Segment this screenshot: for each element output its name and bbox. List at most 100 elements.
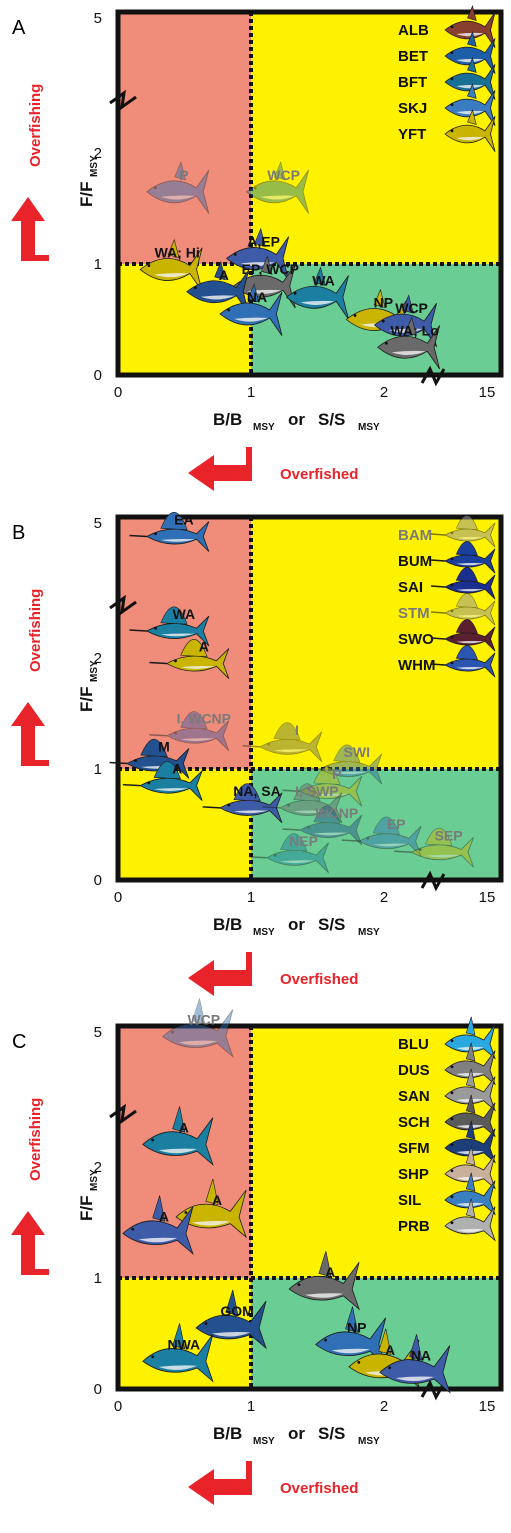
data-point-body — [379, 1345, 451, 1394]
y-axis-subscript: MSY — [89, 660, 100, 682]
legend-glyph-blu-eye — [450, 1039, 454, 1043]
data-point-bill — [122, 783, 141, 787]
data-point — [282, 766, 363, 807]
y-axis-label: F/F — [77, 1196, 96, 1222]
data-point-bill — [249, 856, 267, 859]
legend-glyph-bft-eye — [450, 77, 454, 81]
data-point-bill — [282, 828, 300, 831]
legend-glyph-sfm-eye — [450, 1143, 454, 1147]
point-label: NP — [374, 295, 393, 311]
overfished-text: Overfished — [280, 1480, 358, 1497]
data-point-dorsal — [225, 1289, 239, 1317]
data-point — [202, 783, 283, 824]
data-point — [162, 998, 234, 1058]
point-label: P — [332, 766, 341, 782]
point-label: A — [219, 267, 229, 283]
overfishing-label: Overfishing — [27, 1098, 44, 1181]
legend-code: SFM — [398, 1140, 430, 1157]
data-point-eye — [204, 1322, 208, 1325]
legend-glyph-dus — [444, 1042, 496, 1086]
point-label: WCNP — [315, 805, 358, 821]
data-point-eye — [297, 1283, 301, 1287]
data-point-eye — [174, 659, 177, 663]
y-axis-subscript: MSY — [89, 155, 100, 177]
point-label: WA; Lo — [391, 322, 439, 338]
point-label: WCP — [395, 300, 428, 316]
legend-glyph-sai — [430, 567, 496, 600]
y-tick-label: 5 — [94, 1024, 102, 1041]
legend-glyph-sai-belly — [456, 589, 484, 592]
point-label: NP — [347, 1320, 366, 1336]
data-point-eye — [227, 803, 231, 807]
point-label: EP — [387, 816, 406, 832]
data-point — [282, 805, 363, 846]
legend-glyph-sch-dorsal — [465, 1094, 476, 1114]
data-point-body — [142, 1334, 214, 1383]
y-axis-break — [109, 1103, 137, 1125]
data-point — [394, 827, 474, 868]
data-point — [142, 1106, 214, 1166]
data-point-body — [279, 792, 343, 824]
legend-glyph-whm-body — [444, 652, 496, 678]
data-point-sail — [280, 833, 308, 852]
data-point-belly — [293, 810, 328, 814]
data-point-belly — [313, 793, 348, 797]
legend-glyph-sai-bill — [430, 585, 446, 588]
legend-glyph-whm-belly — [456, 667, 484, 670]
legend-glyph-bet-dorsal — [467, 31, 477, 47]
point-label: EP, WCP — [242, 261, 299, 277]
data-point-bill — [341, 839, 360, 842]
data-point-body — [146, 169, 210, 214]
data-point-dorsal — [260, 255, 273, 275]
legend-glyph-prb-body — [444, 1206, 496, 1242]
x-tick-label: 1 — [247, 889, 255, 906]
data-point — [341, 816, 422, 857]
point-label: NEP — [289, 833, 318, 849]
legend-glyph-bum-eye — [450, 557, 454, 561]
point-label: M — [158, 738, 170, 754]
point-label: GOM — [220, 1303, 253, 1319]
data-point-body — [186, 269, 250, 314]
data-point — [245, 161, 309, 214]
legend-code: YFT — [398, 126, 426, 143]
data-point-eye — [171, 1030, 174, 1034]
data-point — [139, 238, 203, 292]
legend-glyph-stm-eye — [450, 609, 454, 613]
data-point — [142, 1323, 214, 1383]
point-label: NA — [247, 289, 267, 305]
data-point-sail — [233, 783, 261, 802]
data-point-belly — [233, 317, 269, 322]
point-label: A — [159, 1209, 169, 1225]
x-axis-sub-b: MSY — [253, 927, 275, 938]
x-tick-label: 2 — [380, 889, 388, 906]
point-label: I, WCNP — [177, 711, 231, 727]
legend-glyph-bam-body — [444, 522, 496, 548]
data-point-sail — [140, 738, 168, 757]
point-label: I — [295, 722, 299, 738]
data-point-belly — [200, 295, 235, 300]
overfished-arrow-head — [188, 1469, 252, 1505]
legend-glyph-bft-body — [444, 64, 496, 100]
x-axis-sub-b: MSY — [253, 1436, 275, 1447]
legend-glyph-stm — [430, 593, 496, 626]
data-point-belly — [158, 1148, 198, 1154]
data-point-belly — [180, 666, 215, 669]
legend-glyph-sch-body — [444, 1102, 496, 1138]
data-point-body — [373, 302, 437, 348]
x-tick-label: 15 — [479, 1398, 496, 1415]
legend-code: PRB — [398, 1218, 430, 1235]
data-point-bill — [302, 767, 320, 770]
x-axis-label-b: B/B — [213, 915, 242, 934]
x-tick-label: 2 — [380, 1398, 388, 1415]
data-point-dorsal — [318, 1250, 332, 1278]
data-point-body — [139, 247, 203, 292]
data-point-belly — [178, 1040, 218, 1046]
legend-code: SHP — [398, 1166, 429, 1183]
y-tick-label: 0 — [94, 872, 102, 889]
data-point-eye — [324, 1338, 327, 1342]
legend-glyph-bum-belly — [456, 563, 484, 566]
data-point-body — [288, 1261, 361, 1311]
panel-letter: C — [12, 1031, 26, 1053]
legend-code: BUM — [398, 553, 432, 570]
data-point-sail — [180, 639, 208, 658]
